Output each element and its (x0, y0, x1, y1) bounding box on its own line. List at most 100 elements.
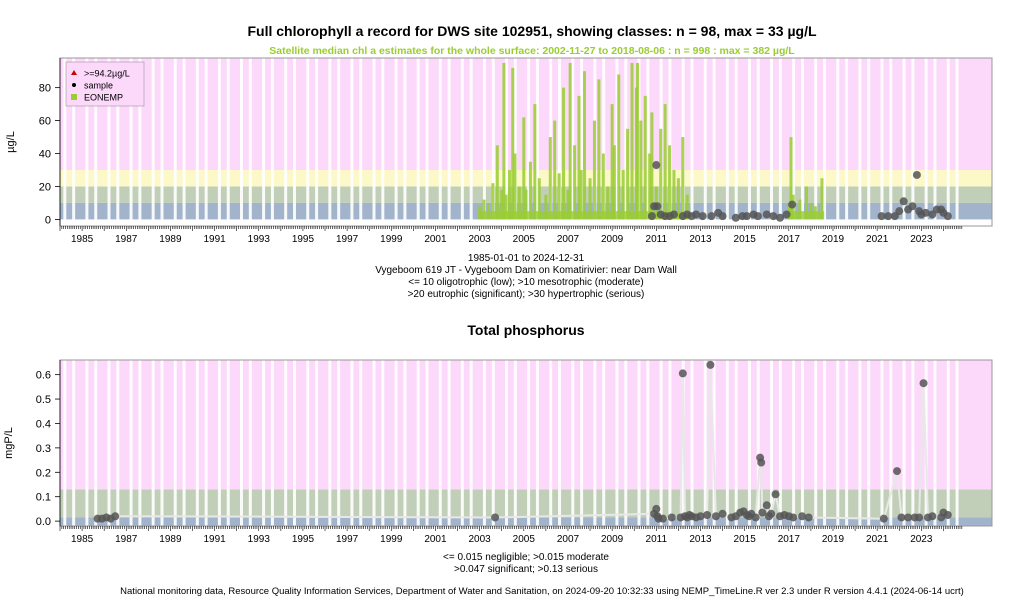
chl-year-stripe (747, 58, 751, 226)
chl-sample-point (908, 202, 917, 211)
chl-year-stripe (270, 58, 274, 226)
chl-sample-point (742, 212, 751, 221)
tp-year-stripe (690, 360, 694, 526)
tp-year-stripe (734, 360, 738, 526)
chl-satellite-bar (504, 194, 508, 220)
chl-year-stripe (770, 58, 774, 226)
chl-year-stripe (438, 58, 442, 226)
chl-satellite-bar (528, 161, 532, 220)
tp-year-stripe (814, 360, 818, 526)
chl-year-stripe (138, 58, 142, 226)
chl-sample-point (707, 212, 716, 221)
tp-sample-point (711, 512, 720, 521)
tp-year-stripe (513, 360, 517, 526)
chl-year-stripe (129, 58, 133, 226)
tp-x-tick-label: 2015 (734, 534, 757, 545)
chl-y-tick-label: 80 (39, 83, 51, 95)
chl-legend-box (65, 61, 145, 107)
tp-year-stripe (889, 360, 893, 526)
chl-satellite-bar (798, 199, 802, 220)
tp-year-stripe (659, 360, 663, 526)
chl-satellite-bar (507, 170, 511, 220)
tp-year-stripe (867, 360, 871, 526)
chl-class-band (60, 170, 992, 187)
chl-year-stripe (239, 58, 243, 226)
chl-sample-point (762, 210, 771, 219)
chl-y-axis-label: µg/L (5, 131, 17, 153)
chl-year-stripe (350, 58, 354, 226)
tp-year-stripe (72, 360, 76, 526)
chl-year-stripe (195, 58, 199, 226)
chl-y-tick-label: 40 (39, 149, 51, 161)
chl-x-tick-label: 2013 (689, 234, 712, 245)
tp-sample-point (652, 504, 661, 513)
tp-x-tick-label: 1985 (71, 534, 94, 545)
tp-sample-point (658, 514, 667, 523)
tp-year-stripe (447, 360, 451, 526)
tp-year-stripe (646, 360, 650, 526)
footer-credit: National monitoring data, Resource Quali… (120, 586, 964, 597)
chl-satellite-bar (573, 145, 577, 220)
tp-year-stripe (637, 360, 641, 526)
chl-satellite-bar (668, 145, 672, 220)
chl-year-stripe (173, 58, 177, 226)
chl-year-stripe (725, 58, 729, 226)
chl-year-stripe (63, 58, 67, 226)
tp-year-stripe (491, 360, 495, 526)
tp-x-tick-label: 1997 (336, 534, 359, 545)
chl-legend-label: sample (84, 81, 113, 91)
chl-satellite-bar (804, 186, 808, 220)
chl-satellite-bar (672, 170, 676, 220)
chl-year-stripe (580, 58, 584, 226)
tp-x-tick-label: 2023 (910, 534, 933, 545)
chl-year-stripe (204, 58, 208, 226)
chl-x-tick-label: 2007 (557, 234, 580, 245)
chl-satellite-bar (630, 62, 634, 220)
tp-sample-point (667, 513, 676, 522)
tp-class-band (60, 517, 992, 526)
tp-year-stripe (549, 360, 553, 526)
chl-year-stripe (315, 58, 319, 226)
tp-year-stripe (955, 360, 959, 526)
chl-satellite-bar (617, 74, 621, 220)
chl-year-stripe (359, 58, 363, 226)
chl-legend-label: EONEMP (84, 93, 123, 103)
tp-y-tick-label: 0.2 (36, 467, 51, 479)
tp-year-stripe (602, 360, 606, 526)
chl-legend: >=94.2µg/L sample EONEMP (65, 61, 145, 107)
tp-year-stripe (836, 360, 840, 526)
chl-year-stripe (394, 58, 398, 226)
chl-date-range: 1985-01-01 to 2024-12-31 (467, 253, 585, 264)
tp-year-stripe (182, 360, 186, 526)
chl-x-tick-label: 2001 (424, 234, 447, 245)
chl-chart-title: Full chlorophyll a record for DWS site 1… (247, 23, 817, 39)
tp-x-tick-label: 2011 (646, 534, 668, 545)
tp-year-stripe (558, 360, 562, 526)
tp-y-tick-label: 0.3 (36, 443, 51, 455)
tp-year-stripe (460, 360, 464, 526)
tp-sample-point (904, 513, 913, 522)
tp-x-tick-label: 1999 (380, 534, 403, 545)
chl-class-desc-1: <= 10 oligotrophic (low); >10 mesotrophi… (408, 277, 644, 288)
tp-year-stripe (778, 360, 782, 526)
tp-year-stripe (160, 360, 164, 526)
chl-sample-point (652, 161, 661, 170)
tp-sample-point (897, 513, 906, 522)
chl-satellite-bar (597, 79, 601, 220)
chl-x-tick-label: 2023 (910, 234, 933, 245)
chl-sample-point (753, 212, 762, 221)
chl-year-stripe (248, 58, 252, 226)
tp-year-stripe (94, 360, 98, 526)
chl-year-stripe (328, 58, 332, 226)
chl-satellite-bar (650, 112, 654, 220)
chl-year-stripe (460, 58, 464, 226)
chl-x-tick-label: 1993 (248, 234, 271, 245)
tp-sample-point (928, 512, 937, 521)
chl-x-tick-label: 2019 (822, 234, 845, 245)
tp-year-stripe (845, 360, 849, 526)
chl-year-stripe (858, 58, 862, 226)
chl-year-stripe (116, 58, 120, 226)
chl-satellite-bar (659, 128, 663, 220)
tp-year-stripe (416, 360, 420, 526)
tp-chart-title: Total phosphorus (467, 322, 585, 338)
